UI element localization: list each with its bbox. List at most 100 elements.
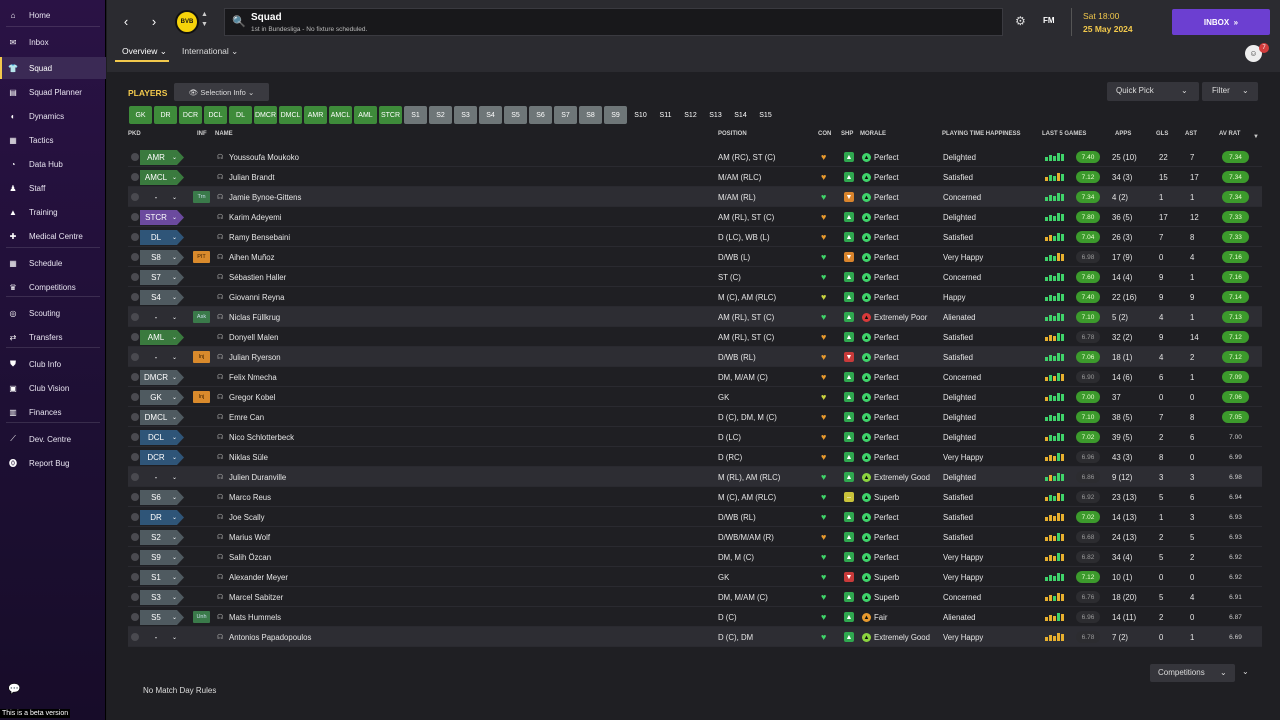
- info-badge[interactable]: Inj: [193, 391, 210, 403]
- position-filter-s13[interactable]: S13: [709, 111, 722, 119]
- filter-button[interactable]: Filter ⌄: [1202, 82, 1258, 101]
- table-row[interactable]: GK ⌄ Inj ☊ Gregor Kobel GK ♥ ▲ ▲ Perfect Delighted…: [128, 387, 1262, 407]
- tab-international[interactable]: International ⌄: [182, 46, 239, 56]
- info-badge[interactable]: Ask: [193, 311, 210, 323]
- manager-avatar-icon[interactable]: ☺: [1245, 45, 1262, 62]
- inbox-continue-button[interactable]: INBOX »: [1172, 9, 1270, 35]
- player-name[interactable]: Gregor Kobel: [229, 393, 276, 402]
- player-name[interactable]: Jamie Bynoe-Gittens: [229, 193, 302, 202]
- search-box[interactable]: 🔍 Squad 1st in Bundesliga - No fixture s…: [224, 8, 1003, 36]
- sidebar-item-transfers[interactable]: ⇄ Transfers: [0, 326, 106, 348]
- selection-position-dropdown[interactable]: S8 ⌄: [140, 250, 184, 265]
- pick-toggle[interactable]: [131, 593, 139, 601]
- selection-position-dropdown[interactable]: S6 ⌄: [140, 490, 184, 505]
- position-filter-dmcl[interactable]: DMCL: [279, 106, 302, 124]
- pick-toggle[interactable]: [131, 153, 139, 161]
- sidebar-item-club-info[interactable]: ⛊ Club Info: [0, 353, 106, 375]
- pick-toggle[interactable]: [131, 313, 139, 321]
- selection-position-dropdown[interactable]: S5 ⌄: [140, 610, 184, 625]
- position-filter-s5[interactable]: S5: [504, 106, 527, 124]
- column-header-shp[interactable]: SHP: [841, 131, 854, 137]
- player-name[interactable]: Julian Brandt: [229, 173, 275, 182]
- selection-info-button[interactable]: 👁 Selection Info ⌄: [174, 83, 269, 101]
- club-switch-icon[interactable]: ▲ ▼: [201, 11, 208, 28]
- pick-toggle[interactable]: [131, 333, 139, 341]
- info-badge[interactable]: Unh: [193, 611, 210, 623]
- player-name[interactable]: Donyell Malen: [229, 333, 279, 342]
- selection-position-dropdown[interactable]: AMCL ⌄: [140, 170, 184, 185]
- player-name[interactable]: Sébastien Haller: [229, 273, 287, 282]
- position-filter-s14[interactable]: S14: [734, 111, 747, 119]
- forward-arrow-icon[interactable]: ›: [151, 13, 157, 29]
- player-name[interactable]: Marius Wolf: [229, 533, 271, 542]
- selection-position-dropdown[interactable]: - ⌄: [140, 310, 184, 325]
- table-row[interactable]: DCL ⌄ ☊ Nico Schlotterbeck D (LC) ♥ ▲ ▲ Perfect D…: [128, 427, 1262, 447]
- info-badge[interactable]: PIT: [193, 251, 210, 263]
- position-filter-amr[interactable]: AMR: [304, 106, 327, 124]
- table-row[interactable]: - ⌄ ☊ Julien Duranville M (RL), AM (RLC) ♥ ▲ ▲ E…: [128, 467, 1262, 487]
- fm-logo[interactable]: FM: [1043, 16, 1055, 25]
- table-row[interactable]: - ⌄ Inj ☊ Julian Ryerson D/WB (RL) ♥ ▼ ▲ Perfect S…: [128, 347, 1262, 367]
- info-badge[interactable]: Trn: [193, 191, 210, 203]
- selection-position-dropdown[interactable]: S1 ⌄: [140, 570, 184, 585]
- table-row[interactable]: DL ⌄ ☊ Ramy Bensebaini D (LC), WB (L) ♥ ▲ ▲ Perf…: [128, 227, 1262, 247]
- table-row[interactable]: S3 ⌄ ☊ Marcel Sabitzer DM, M/AM (C) ♥ ▲ ▲ Superb…: [128, 587, 1262, 607]
- selection-position-dropdown[interactable]: DCR ⌄: [140, 450, 184, 465]
- table-row[interactable]: S8 ⌄ PIT ☊ Aihen Muñoz D/WB (L) ♥ ▼ ▲ Perfect Very…: [128, 247, 1262, 267]
- position-filter-s12[interactable]: S12: [684, 111, 697, 119]
- selection-position-dropdown[interactable]: - ⌄: [140, 190, 184, 205]
- pick-toggle[interactable]: [131, 273, 139, 281]
- pick-toggle[interactable]: [131, 473, 139, 481]
- pick-toggle[interactable]: [131, 293, 139, 301]
- table-row[interactable]: - ⌄ Ask ☊ Niclas Füllkrug AM (RL), ST (C) ♥ ▲ ▲ E…: [128, 307, 1262, 327]
- player-name[interactable]: Youssoufa Moukoko: [229, 153, 299, 162]
- column-header-playing-time-happiness[interactable]: PLAYING TIME HAPPINESS: [942, 131, 1021, 137]
- table-row[interactable]: AMCL ⌄ ☊ Julian Brandt M/AM (RLC) ♥ ▲ ▲ Perfect S…: [128, 167, 1262, 187]
- table-row[interactable]: - ⌄ ☊ Antonios Papadopoulos D (C), DM ♥ ▲ ▲ Extr…: [128, 627, 1262, 647]
- pick-toggle[interactable]: [131, 513, 139, 521]
- table-row[interactable]: S7 ⌄ ☊ Sébastien Haller ST (C) ♥ ▲ ▲ Perfect Conc…: [128, 267, 1262, 287]
- pick-toggle[interactable]: [131, 453, 139, 461]
- sidebar-item-medical-centre[interactable]: ✚ Medical Centre: [0, 225, 106, 247]
- player-name[interactable]: Felix Nmecha: [229, 373, 277, 382]
- position-filter-dl[interactable]: DL: [229, 106, 252, 124]
- chat-icon[interactable]: 💬: [8, 684, 21, 695]
- pick-toggle[interactable]: [131, 353, 139, 361]
- player-name[interactable]: Marcel Sabitzer: [229, 593, 284, 602]
- sidebar-item-report-bug[interactable]: ⓿ Report Bug: [0, 452, 106, 474]
- pick-toggle[interactable]: [131, 413, 139, 421]
- collapse-chevron-icon[interactable]: ⌄: [1242, 667, 1249, 676]
- info-badge[interactable]: Inj: [193, 351, 210, 363]
- chevron-down-icon[interactable]: ⌄: [1181, 86, 1188, 95]
- back-arrow-icon[interactable]: ‹: [123, 13, 129, 29]
- selection-position-dropdown[interactable]: DMCL ⌄: [140, 410, 184, 425]
- selection-position-dropdown[interactable]: - ⌄: [140, 630, 184, 645]
- pick-toggle[interactable]: [131, 173, 139, 181]
- selection-position-dropdown[interactable]: - ⌄: [140, 350, 184, 365]
- position-filter-s8[interactable]: S8: [579, 106, 602, 124]
- sidebar-item-tactics[interactable]: ▦ Tactics: [0, 129, 106, 151]
- pick-toggle[interactable]: [131, 213, 139, 221]
- sidebar-item-staff[interactable]: ♟ Staff: [0, 177, 106, 199]
- pick-toggle[interactable]: [131, 233, 139, 241]
- table-row[interactable]: STCR ⌄ ☊ Karim Adeyemi AM (RL), ST (C) ♥ ▲ ▲ Per…: [128, 207, 1262, 227]
- table-row[interactable]: DMCL ⌄ ☊ Emre Can D (C), DM, M (C) ♥ ▲ ▲ Perfect…: [128, 407, 1262, 427]
- table-row[interactable]: S4 ⌄ ☊ Giovanni Reyna M (C), AM (RLC) ♥ ▲ ▲ Perf…: [128, 287, 1262, 307]
- sidebar-item-training[interactable]: ▲ Training: [0, 201, 106, 223]
- sidebar-item-dev-centre[interactable]: ⟋ Dev. Centre: [0, 428, 106, 450]
- player-name[interactable]: Alexander Meyer: [229, 573, 288, 582]
- column-header-last-5-games[interactable]: LAST 5 GAMES: [1042, 131, 1087, 137]
- column-header-morale[interactable]: MORALE: [860, 131, 886, 137]
- pick-toggle[interactable]: [131, 573, 139, 581]
- column-header-con[interactable]: CON: [818, 131, 832, 137]
- settings-gear-icon[interactable]: ⚙: [1015, 14, 1026, 28]
- table-row[interactable]: - ⌄ Trn ☊ Jamie Bynoe-Gittens M/AM (RL) ♥ ▼ ▲ Per…: [128, 187, 1262, 207]
- sidebar-item-finances[interactable]: ▥ Finances: [0, 401, 106, 423]
- sidebar-item-squad[interactable]: 👕 Squad: [0, 57, 106, 79]
- table-row[interactable]: AML ⌄ ☊ Donyell Malen AM (RL), ST (C) ♥ ▲ ▲ Perf…: [128, 327, 1262, 347]
- selection-position-dropdown[interactable]: DCL ⌄: [140, 430, 184, 445]
- position-filter-s6[interactable]: S6: [529, 106, 552, 124]
- position-filter-aml[interactable]: AML: [354, 106, 377, 124]
- selection-position-dropdown[interactable]: S3 ⌄: [140, 590, 184, 605]
- pick-toggle[interactable]: [131, 553, 139, 561]
